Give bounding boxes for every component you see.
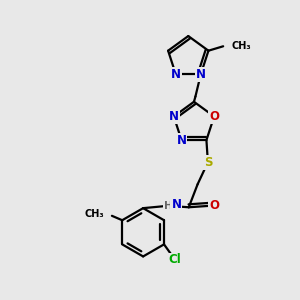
Text: O: O <box>209 110 219 123</box>
Text: N: N <box>171 198 182 211</box>
Text: CH₃: CH₃ <box>231 41 251 51</box>
Text: S: S <box>204 156 212 169</box>
Text: H: H <box>164 201 172 211</box>
Text: O: O <box>209 199 219 212</box>
Text: Cl: Cl <box>168 254 181 266</box>
Text: CH₃: CH₃ <box>84 209 104 219</box>
Text: N: N <box>196 68 206 81</box>
Text: N: N <box>171 68 181 81</box>
Text: N: N <box>169 110 179 123</box>
Text: N: N <box>176 134 187 147</box>
